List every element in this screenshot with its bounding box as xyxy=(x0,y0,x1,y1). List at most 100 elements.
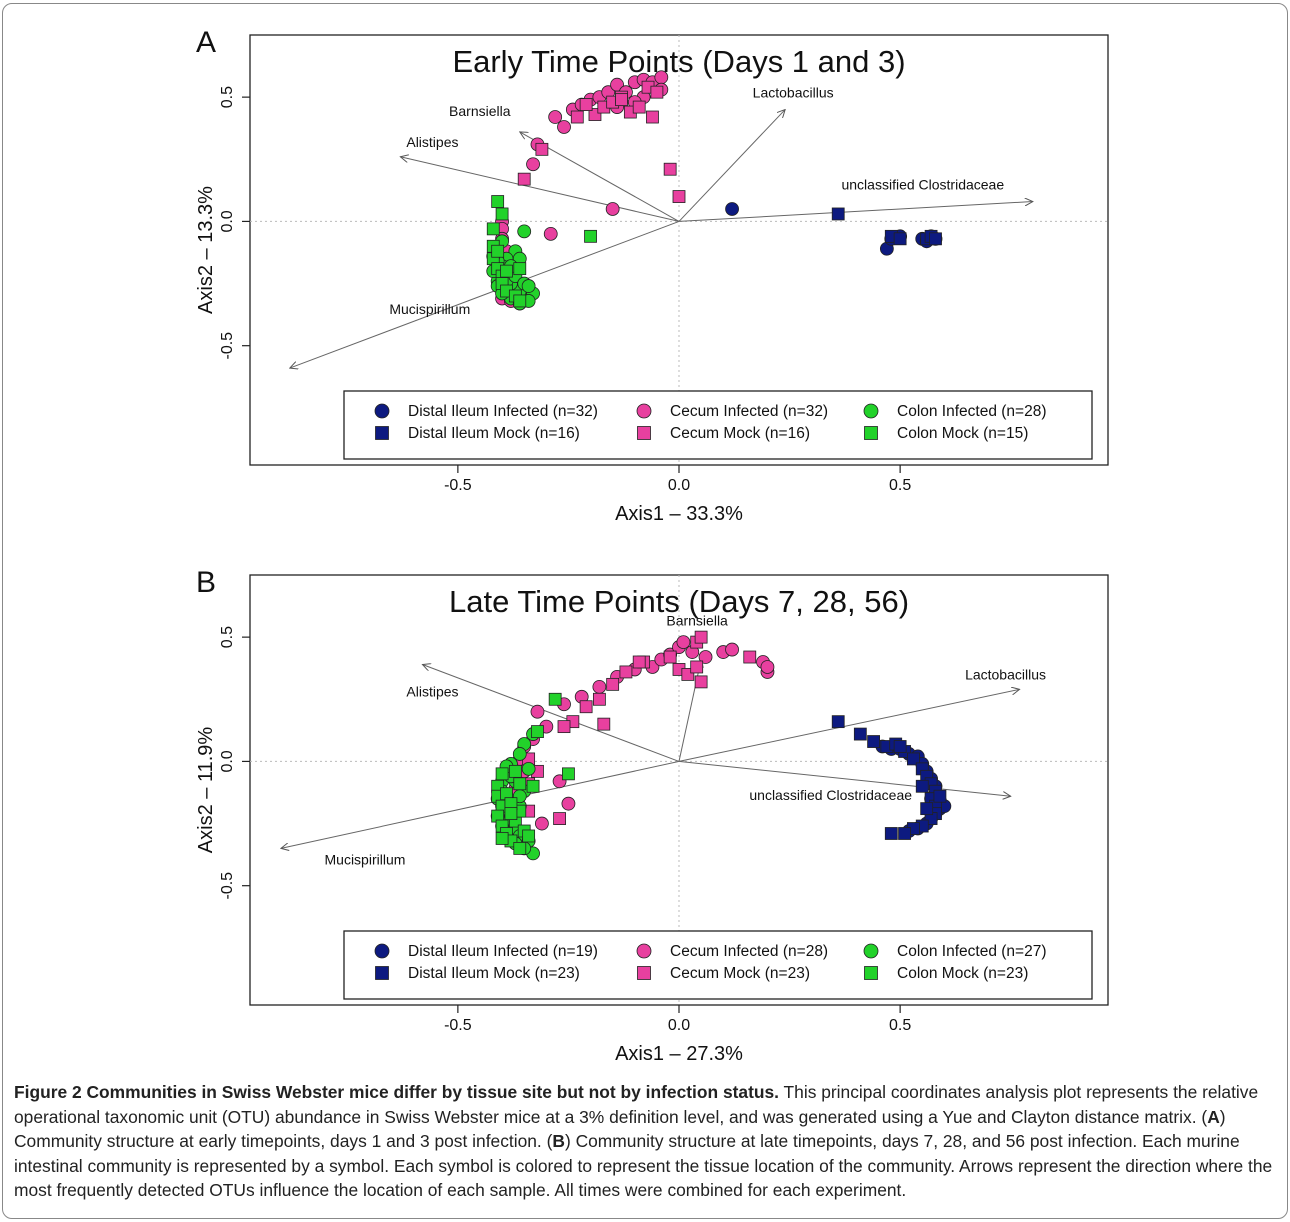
y-tick-label: 0.5 xyxy=(219,626,236,648)
arrow-label: Barnsiella xyxy=(449,103,511,119)
data-point xyxy=(592,679,607,694)
legend-box xyxy=(343,930,1093,1000)
data-point xyxy=(579,700,593,714)
data-point xyxy=(725,642,739,657)
x-axis-label: Axis1 – 33.3% xyxy=(615,503,743,525)
figure-caption: Figure 2 Communities in Swiss Webster mi… xyxy=(14,1080,1276,1203)
y-tick-label: 0.0 xyxy=(219,750,236,772)
legend-marker xyxy=(374,403,390,419)
arrow-label: Alistipes xyxy=(406,683,458,699)
legend-label: Colon Mock (n=15) xyxy=(897,425,1028,442)
data-point xyxy=(513,294,527,308)
y-tick-label: 0.0 xyxy=(219,210,236,232)
x-tick-label: -0.5 xyxy=(444,1017,472,1034)
data-point xyxy=(907,752,920,766)
data-point xyxy=(654,70,669,85)
vector-arrow xyxy=(281,760,680,848)
x-tick-label: 0.0 xyxy=(668,1017,690,1034)
data-point xyxy=(831,207,845,221)
legend-label: Cecum Infected (n=28) xyxy=(670,943,828,960)
data-point xyxy=(893,740,907,753)
legend-label: Colon Infected (n=28) xyxy=(897,403,1047,420)
data-point xyxy=(526,779,540,793)
data-point xyxy=(650,85,664,99)
data-point xyxy=(543,226,558,241)
legend-label: Colon Infected (n=27) xyxy=(897,943,1047,960)
vector-arrow xyxy=(678,202,1033,222)
legend-label: Cecum Infected (n=32) xyxy=(670,403,828,420)
data-point xyxy=(531,725,544,738)
data-point xyxy=(513,777,527,791)
y-axis-label: Axis2 – 13.3% xyxy=(195,186,217,314)
data-point xyxy=(517,224,532,239)
data-point xyxy=(522,829,536,843)
data-point xyxy=(676,635,691,650)
data-point xyxy=(486,222,500,236)
panel-label: B xyxy=(196,566,216,599)
data-point xyxy=(898,827,911,840)
data-point xyxy=(570,110,584,124)
vector-arrow xyxy=(678,110,785,222)
data-point xyxy=(694,675,708,689)
data-point xyxy=(530,704,545,719)
data-point xyxy=(663,650,677,664)
data-point xyxy=(920,802,934,816)
data-point xyxy=(513,262,527,276)
vector-arrow xyxy=(422,664,680,762)
data-point xyxy=(853,727,867,741)
legend-label: Distal Ileum Infected (n=19) xyxy=(408,943,598,960)
data-point xyxy=(597,717,611,731)
data-point xyxy=(760,660,775,674)
data-point xyxy=(663,162,677,176)
data-point xyxy=(557,720,571,734)
data-point xyxy=(672,190,686,203)
data-point xyxy=(743,650,757,664)
arrow-label: unclassified Clostridaceae xyxy=(841,177,1004,193)
arrow-label: Lactobacillus xyxy=(965,666,1046,682)
legend-marker xyxy=(863,943,879,959)
data-point xyxy=(694,630,708,644)
data-point xyxy=(831,715,845,729)
data-point xyxy=(632,655,646,669)
legend-marker xyxy=(375,426,389,440)
x-tick-label: 0.0 xyxy=(668,477,690,494)
data-point xyxy=(500,264,513,278)
legend-marker xyxy=(375,966,389,980)
legend-label: Distal Ileum Infected (n=32) xyxy=(408,403,598,420)
y-axis-label: Axis2 – 11.9% xyxy=(195,727,217,854)
figure-frame xyxy=(2,3,1288,1219)
data-point xyxy=(933,789,947,803)
x-tick-label: 0.5 xyxy=(889,477,911,494)
legend-box xyxy=(343,390,1093,460)
panel-label: A xyxy=(196,26,216,59)
data-point xyxy=(508,764,522,778)
data-point xyxy=(584,229,597,243)
data-point xyxy=(867,735,880,748)
legend-marker xyxy=(637,966,651,980)
caption-title: Figure 2 Communities in Swiss Webster mi… xyxy=(14,1082,780,1102)
legend-marker xyxy=(637,426,651,440)
data-point xyxy=(513,842,527,855)
data-point xyxy=(592,692,606,706)
data-point xyxy=(929,232,942,246)
data-point xyxy=(535,142,549,156)
legend-label: Cecum Mock (n=16) xyxy=(670,425,810,442)
legend-label: Distal Ileum Mock (n=16) xyxy=(408,425,580,442)
data-point xyxy=(495,207,509,221)
caption-label-a: A xyxy=(1207,1106,1220,1127)
data-point xyxy=(548,692,562,706)
legend-marker xyxy=(374,943,390,959)
arrow-label: Alistipes xyxy=(406,134,458,150)
data-point xyxy=(491,195,505,208)
legend-label: Distal Ileum Mock (n=23) xyxy=(408,965,580,982)
x-tick-label: -0.5 xyxy=(444,477,472,494)
data-point xyxy=(579,98,593,111)
data-point xyxy=(606,677,620,691)
data-point xyxy=(526,157,540,172)
y-tick-label: -0.5 xyxy=(219,332,236,360)
data-point xyxy=(557,120,571,134)
vector-arrow xyxy=(290,220,680,368)
y-tick-label: 0.5 xyxy=(219,86,236,108)
legend-marker xyxy=(636,943,652,959)
